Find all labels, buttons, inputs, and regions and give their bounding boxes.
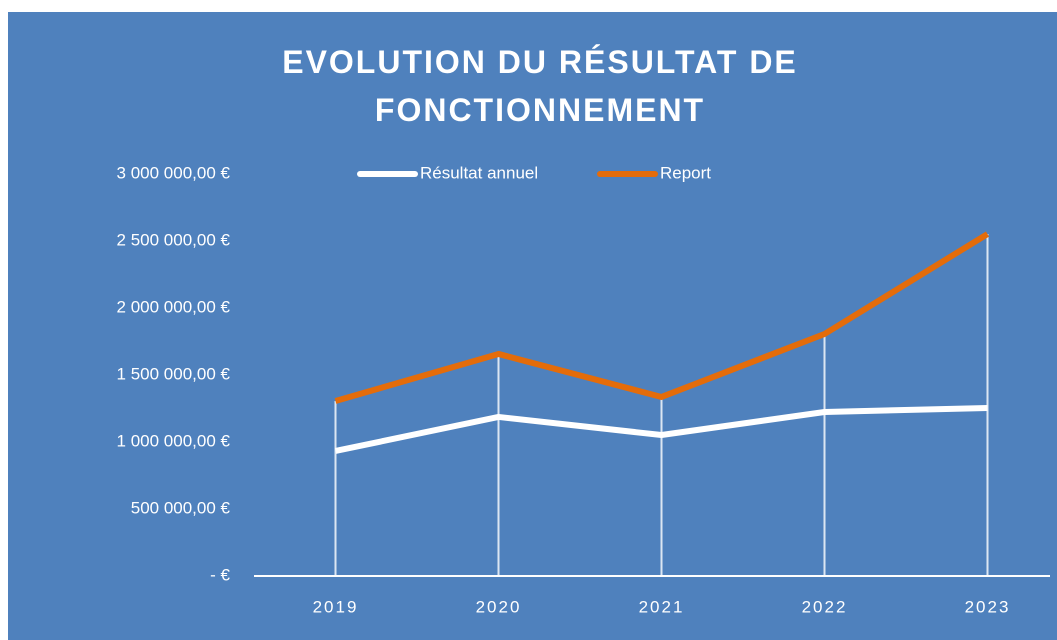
y-tick-label: 500 000,00 € bbox=[131, 498, 231, 517]
x-tick-label: 2019 bbox=[313, 597, 359, 616]
chart-background bbox=[8, 12, 1057, 640]
legend-label: Report bbox=[660, 163, 711, 182]
y-tick-label: 1 500 000,00 € bbox=[117, 364, 231, 383]
x-tick-label: 2023 bbox=[965, 597, 1011, 616]
x-tick-label: 2021 bbox=[639, 597, 685, 616]
series-line bbox=[334, 231, 990, 404]
y-tick-label: 2 000 000,00 € bbox=[117, 297, 231, 316]
y-tick-label: 1 000 000,00 € bbox=[117, 431, 231, 450]
x-tick-label: 2022 bbox=[802, 597, 848, 616]
legend-label: Résultat annuel bbox=[420, 163, 538, 182]
y-tick-label: 2 500 000,00 € bbox=[117, 230, 231, 249]
series-line bbox=[334, 404, 988, 454]
y-tick-label: - € bbox=[210, 565, 230, 584]
y-tick-label: 3 000 000,00 € bbox=[117, 163, 231, 182]
chart-title: EVOLUTION DU RÉSULTAT DE FONCTIONNEMENT bbox=[282, 44, 798, 128]
x-tick-label: 2020 bbox=[476, 597, 522, 616]
